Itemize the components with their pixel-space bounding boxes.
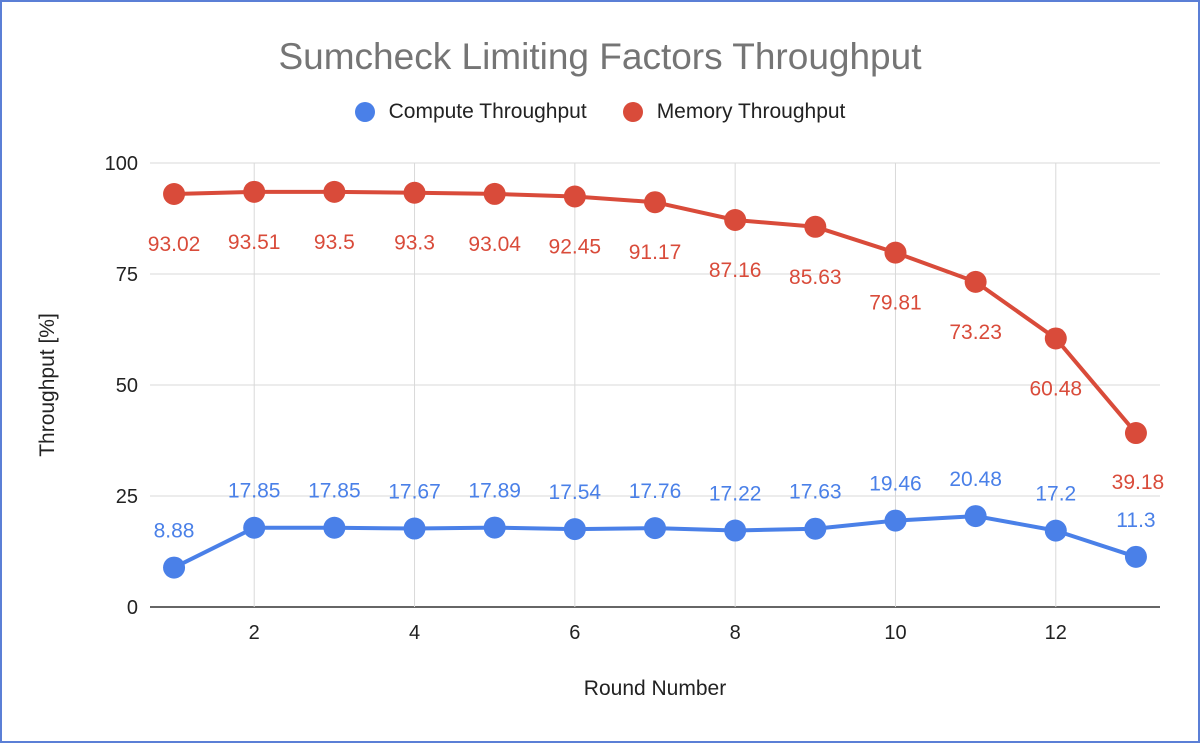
x-tick-label: 12	[1045, 622, 1067, 644]
data-label-compute: 17.63	[789, 481, 842, 504]
data-point-memory[interactable]	[563, 185, 586, 208]
data-label-memory: 91.17	[629, 241, 682, 264]
data-point-compute[interactable]	[163, 556, 186, 579]
data-point-memory[interactable]	[163, 182, 186, 205]
x-tick-label: 4	[409, 622, 420, 644]
data-point-memory[interactable]	[724, 209, 747, 232]
data-point-memory[interactable]	[243, 180, 266, 203]
data-label-memory: 93.3	[394, 232, 435, 255]
data-point-compute[interactable]	[804, 517, 827, 540]
x-axis-label: Round Number	[583, 677, 727, 700]
data-point-compute[interactable]	[403, 517, 426, 540]
data-point-compute[interactable]	[243, 516, 266, 539]
data-label-memory: 60.48	[1030, 377, 1083, 400]
legend-label-compute: Compute Throughput	[388, 100, 587, 123]
y-tick-label: 25	[116, 486, 138, 508]
data-point-memory[interactable]	[1044, 327, 1067, 350]
data-label-memory: 39.18	[1112, 471, 1165, 494]
data-label-compute: 17.89	[468, 480, 521, 503]
data-point-compute[interactable]	[483, 516, 506, 539]
y-tick-label: 75	[116, 264, 138, 286]
data-label-memory: 93.02	[148, 233, 201, 256]
data-point-compute[interactable]	[724, 519, 747, 542]
data-label-memory: 93.51	[228, 231, 281, 254]
data-label-compute: 20.48	[949, 468, 1002, 491]
data-point-compute[interactable]	[1044, 519, 1067, 542]
data-point-memory[interactable]	[323, 180, 346, 203]
data-point-compute[interactable]	[884, 509, 907, 532]
data-point-compute[interactable]	[563, 518, 586, 541]
data-label-memory: 93.5	[314, 231, 355, 254]
data-label-compute: 17.85	[308, 480, 361, 503]
data-label-memory: 93.04	[468, 233, 521, 256]
y-tick-label: 0	[127, 597, 138, 619]
data-label-compute: 17.2	[1035, 483, 1076, 506]
data-point-memory[interactable]	[804, 215, 827, 238]
data-label-compute: 17.22	[709, 483, 762, 506]
data-label-memory: 79.81	[869, 292, 922, 315]
legend-item-compute[interactable]: Compute Throughput	[354, 100, 587, 124]
data-label-compute: 19.46	[869, 473, 922, 496]
data-point-compute[interactable]	[964, 505, 987, 528]
data-point-compute[interactable]	[644, 517, 666, 540]
x-tick-label: 8	[730, 622, 741, 644]
data-point-compute[interactable]	[323, 516, 346, 539]
data-label-compute: 11.3	[1116, 509, 1155, 532]
chart-legend: Compute Throughput Memory Throughput	[2, 100, 1198, 124]
data-label-memory: 85.63	[789, 266, 842, 289]
x-tick-label: 10	[884, 622, 906, 644]
x-tick-label: 2	[249, 622, 260, 644]
data-label-compute: 17.67	[388, 481, 441, 504]
data-point-memory[interactable]	[403, 181, 426, 204]
data-point-memory[interactable]	[1124, 422, 1147, 445]
chart-title: Sumcheck Limiting Factors Throughput	[278, 36, 922, 77]
legend-marker-memory	[622, 102, 643, 122]
legend-label-memory: Memory Throughput	[656, 100, 846, 123]
data-label-memory: 73.23	[949, 321, 1002, 344]
y-axis-label: Throughput [%]	[36, 313, 59, 457]
legend-marker-compute	[354, 102, 375, 122]
data-point-memory[interactable]	[884, 241, 907, 264]
data-label-compute: 17.76	[629, 480, 682, 503]
data-label-memory: 92.45	[549, 236, 602, 259]
data-point-memory[interactable]	[964, 270, 987, 293]
data-label-compute: 8.88	[154, 520, 195, 543]
y-tick-label: 100	[105, 153, 138, 175]
x-tick-label: 6	[569, 622, 580, 644]
data-point-memory[interactable]	[483, 182, 506, 205]
data-label-compute: 17.85	[228, 480, 281, 503]
data-point-compute[interactable]	[1124, 545, 1147, 568]
y-tick-label: 50	[116, 375, 138, 397]
data-point-memory[interactable]	[644, 191, 666, 214]
data-label-compute: 17.54	[549, 481, 602, 504]
legend-item-memory[interactable]: Memory Throughput	[622, 100, 846, 124]
series-line-memory	[173, 189, 1138, 435]
data-label-memory: 87.16	[709, 259, 762, 282]
